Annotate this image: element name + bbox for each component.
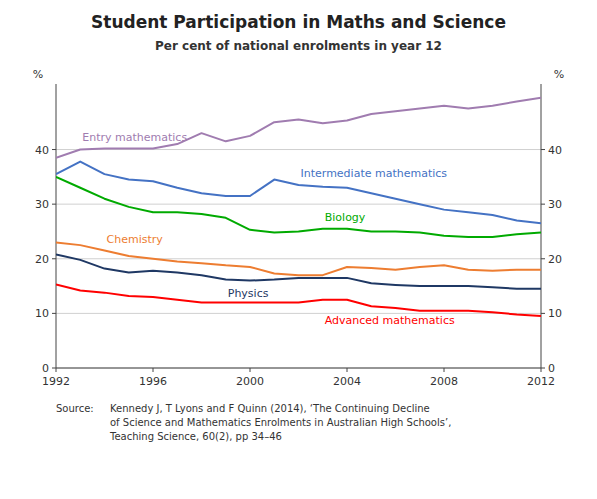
y2-tick-label: 20	[548, 253, 562, 266]
y2-tick	[541, 258, 545, 259]
y-tick-label: 10	[35, 307, 49, 320]
series-line	[56, 242, 541, 275]
y2-tick	[541, 368, 545, 369]
y-tick	[52, 258, 56, 259]
y2-tick-label: 30	[548, 198, 562, 211]
y-tick-label: 30	[35, 198, 49, 211]
grid-line	[56, 258, 541, 259]
series-line	[56, 177, 541, 237]
source-body: Kennedy J, T Lyons and F Quinn (2014), ‘…	[109, 403, 451, 442]
x-tick	[541, 368, 542, 372]
y-axis-label: %	[33, 68, 43, 81]
y2-axis-label: %	[554, 68, 564, 81]
grid-line	[56, 204, 541, 205]
y-tick	[52, 149, 56, 150]
x-tick-label: 1996	[139, 375, 167, 388]
y2-tick-label: 40	[548, 144, 562, 157]
grid-line	[56, 313, 541, 314]
y-tick	[52, 368, 56, 369]
y2-axis-line	[541, 84, 542, 368]
series-label: Intermediate mathematics	[301, 167, 448, 180]
grid	[56, 150, 541, 368]
y-tick	[52, 313, 56, 314]
series-label: Advanced mathematics	[325, 314, 455, 327]
y-tick-label: 0	[42, 362, 49, 375]
x-tick	[444, 368, 445, 372]
y-tick-label: 20	[35, 253, 49, 266]
x-tick	[250, 368, 251, 372]
grid-line	[56, 368, 541, 369]
x-tick	[153, 368, 154, 372]
series-group	[56, 98, 541, 316]
x-tick	[347, 368, 348, 372]
y-tick-label: 40	[35, 144, 49, 157]
y-axis-line	[56, 84, 57, 368]
y2-tick-label: 10	[548, 307, 562, 320]
y2-tick	[541, 149, 545, 150]
x-tick-label: 2004	[333, 375, 361, 388]
series-label: Entry mathematics	[82, 131, 187, 144]
subtitle: Per cent of national enrolments in year …	[155, 39, 442, 53]
x-tick-label: 2012	[527, 375, 555, 388]
series-line	[56, 98, 541, 158]
x-tick-label: 2000	[236, 375, 264, 388]
x-tick-label: 2008	[430, 375, 458, 388]
series-label: Chemistry	[107, 233, 164, 246]
x-tick-label: 1992	[42, 375, 70, 388]
series-label: Physics	[228, 287, 269, 300]
y2-tick-label: 0	[548, 362, 555, 375]
chart: Student Participation in Maths and Scien…	[0, 0, 597, 499]
title: Student Participation in Maths and Scien…	[91, 12, 506, 32]
x-tick	[56, 368, 57, 372]
series-line	[56, 162, 541, 224]
y2-tick	[541, 204, 545, 205]
y2-tick	[541, 313, 545, 314]
source-label: Source:	[56, 403, 94, 414]
series-line	[56, 254, 541, 288]
y-tick	[52, 204, 56, 205]
series-line	[56, 284, 541, 316]
series-label: Biology	[325, 211, 366, 224]
x-axis-line	[56, 368, 541, 369]
